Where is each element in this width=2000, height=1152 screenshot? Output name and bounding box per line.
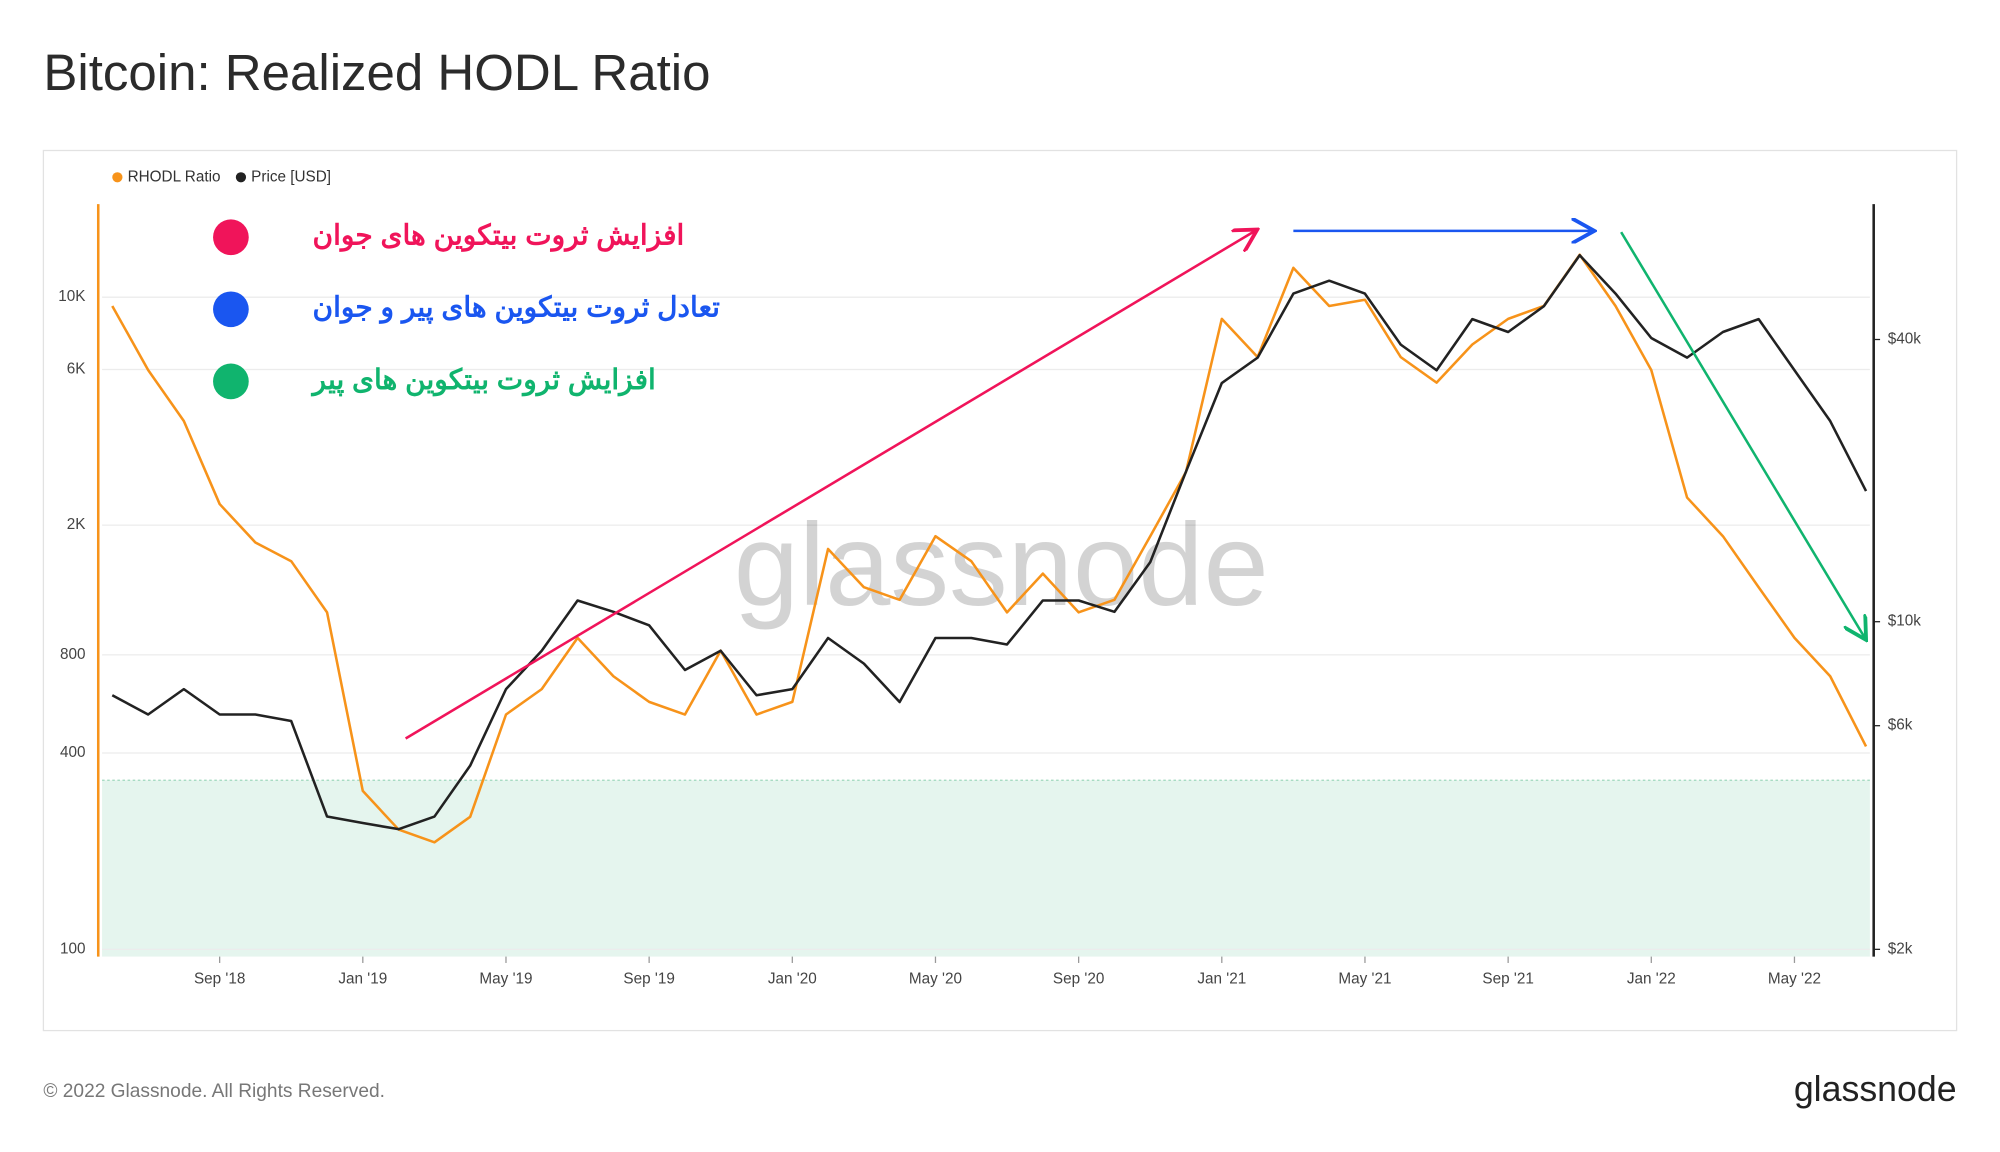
annotation-dot	[213, 363, 249, 400]
x-tick-label: Jan '22	[1627, 971, 1676, 988]
arrow	[1620, 231, 1865, 638]
y-tick-label: 6K	[67, 361, 87, 378]
x-tick-label: Jan '19	[338, 971, 387, 988]
y-tick-label: 100	[60, 940, 86, 957]
annotation: تعادل ثروت بیتکوین های پیر و جوان	[313, 292, 721, 325]
y2-tick-label: $6k	[1888, 717, 1913, 734]
arrow	[404, 231, 1255, 740]
y-tick-label: 10K	[58, 288, 86, 305]
shaded-zone	[102, 780, 1870, 957]
legend-dot	[235, 172, 247, 183]
x-tick-label: May '19	[479, 971, 532, 988]
x-tick-label: Jan '21	[1197, 971, 1246, 988]
x-tick-label: Sep '19	[623, 971, 674, 988]
y2-tick-label: $10k	[1888, 613, 1922, 630]
x-tick-label: Sep '21	[1482, 971, 1533, 988]
legend-dot	[112, 172, 123, 183]
x-tick-label: Jan '20	[768, 971, 817, 988]
legend-label: Price [USD]	[251, 168, 331, 185]
y2-tick-label: $2k	[1888, 940, 1913, 957]
annotation: افزایش ثروت بیتکوین های جوان	[313, 220, 685, 253]
annotation: افزایش ثروت بیتکوین های پیر	[311, 364, 656, 397]
chart-title: Bitcoin: Realized HODL Ratio	[43, 44, 710, 101]
legend-label: RHODL Ratio	[128, 168, 221, 185]
y-tick-label: 400	[60, 744, 86, 761]
annotation-dot	[213, 291, 249, 328]
chart-frame	[42, 149, 1958, 1032]
y-tick-label: 800	[60, 646, 86, 663]
x-tick-label: Sep '18	[194, 971, 245, 988]
annotation-dot	[213, 219, 249, 256]
y2-tick-label: $40k	[1888, 331, 1922, 348]
watermark: glassnode	[734, 499, 1269, 630]
x-tick-label: Sep '20	[1053, 971, 1104, 988]
x-tick-label: May '21	[1338, 971, 1391, 988]
logo: glassnode	[1794, 1069, 1957, 1109]
series-line	[111, 253, 1868, 831]
x-tick-label: May '22	[1768, 971, 1821, 988]
x-tick-label: May '20	[909, 971, 962, 988]
footer: © 2022 Glassnode. All Rights Reserved.	[43, 1081, 385, 1102]
y-tick-label: 2K	[67, 516, 87, 533]
